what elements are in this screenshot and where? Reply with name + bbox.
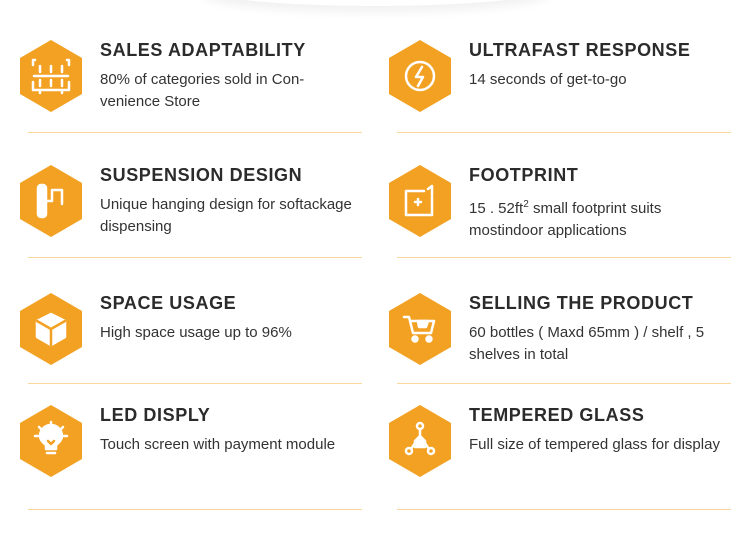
feature-item: FOOTPRINT 15 . 52ft2 small footprint suit…: [389, 165, 734, 290]
feature-title: SPACE USAGE: [100, 293, 237, 313]
feature-description: 15 . 52ft2 small footprint suits mostind…: [469, 194, 729, 242]
feature-title: SELLING THE PRODUCT: [469, 293, 694, 313]
divider: [397, 132, 731, 133]
cart-icon: [389, 293, 451, 365]
feature-description: 14 seconds of get-to-go: [469, 71, 627, 88]
lightbulb-icon: [20, 405, 82, 477]
cube-icon: [20, 293, 82, 365]
desc-part: small footprint suits mostindoor applica…: [469, 200, 662, 239]
shelf-icon: [20, 40, 82, 112]
desc-part: 2: [523, 199, 529, 210]
feature-title: FOOTPRINT: [469, 165, 579, 185]
feature-item: LED DISPLY Touch screen with payment modu…: [20, 405, 365, 530]
feature-item: ULTRAFAST RESPONSE 14 seconds of get-to-g…: [389, 40, 734, 165]
feature-item: SUSPENSION DESIGN Unique hanging design f…: [20, 165, 365, 290]
feature-title: TEMPERED GLASS: [469, 405, 645, 425]
feature-description: High space usage up to 96%: [100, 324, 292, 341]
top-shadow: [200, 0, 550, 6]
feature-item: SPACE USAGE High space usage up to 96%: [20, 293, 365, 418]
feature-title: ULTRAFAST RESPONSE: [469, 40, 691, 60]
desc-part: 15 . 52ft: [469, 200, 524, 217]
feature-title: SALES ADAPTABILITY: [100, 40, 306, 60]
divider: [28, 132, 362, 133]
divider: [28, 383, 362, 384]
feature-item: SELLING THE PRODUCT 60 bottles ( Maxd 65m…: [389, 293, 734, 418]
divider: [397, 383, 731, 384]
divider: [397, 257, 731, 258]
lightning-icon: [389, 40, 451, 112]
feature-item: SALES ADAPTABILITY 80% of categories sold…: [20, 40, 365, 165]
divider: [28, 509, 362, 510]
feature-description: 60 bottles ( Maxd 65mm ) / shelf , 5 she…: [469, 324, 705, 363]
feature-description: 80% of categories sold in Con-venience S…: [100, 71, 305, 110]
hanger-icon: [20, 165, 82, 237]
feature-title: LED DISPLY: [100, 405, 211, 425]
feature-description: Touch screen with payment module: [100, 436, 336, 453]
divider: [397, 509, 731, 510]
divider: [28, 257, 362, 258]
molecule-icon: [389, 405, 451, 477]
feature-item: TEMPERED GLASS Full size of tempered glas…: [389, 405, 734, 530]
feature-description: Unique hanging design for softackage dis…: [100, 196, 352, 235]
feature-title: SUSPENSION DESIGN: [100, 165, 303, 185]
feature-description: Full size of tempered glass for display: [469, 436, 720, 453]
footprint-icon: [389, 165, 451, 237]
